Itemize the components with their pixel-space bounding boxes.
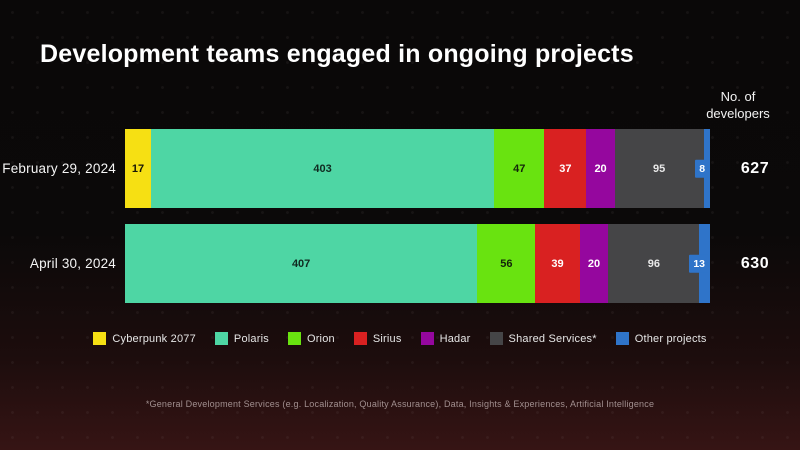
bar-segment: 96 <box>608 224 700 303</box>
bar-rows: February 29, 2024 17 403 47 37 20 95 8 627 April … <box>0 129 800 319</box>
bar-segment: 403 <box>150 129 495 208</box>
legend-swatch <box>93 332 107 345</box>
segment-value-label: 8 <box>695 159 710 178</box>
segment-value-label: 56 <box>500 257 513 270</box>
bar-segment: 39 <box>535 224 580 303</box>
row-label: April 30, 2024 <box>29 256 116 271</box>
legend-label: Cyberpunk 2077 <box>112 332 196 345</box>
bar-segment: 17 <box>125 129 151 208</box>
bar-row: April 30, 2024 407 56 39 20 96 13 630 <box>0 224 800 303</box>
bar-segment: 407 <box>125 224 478 303</box>
row-label: February 29, 2024 <box>2 161 116 176</box>
stacked-bar: 407 56 39 20 96 13 <box>125 224 710 303</box>
segment-value-label: 407 <box>291 257 311 270</box>
segment-value-label: 37 <box>559 162 572 175</box>
bar-segment: 8 <box>695 129 711 208</box>
bar-segment: 13 <box>689 224 710 303</box>
segment-value-label: 403 <box>313 162 332 175</box>
legend-item: Polaris <box>214 332 269 345</box>
legend-swatch <box>615 332 629 345</box>
legend-label: Sirius <box>372 332 402 345</box>
segment-value-label: 17 <box>131 162 145 175</box>
legend-label: Other projects <box>634 332 707 345</box>
bar-segment: 37 <box>544 129 587 208</box>
axis-header-no-of-developers: No. of developers <box>706 89 770 121</box>
legend-label: Orion <box>306 332 335 345</box>
segment-value-label: 96 <box>647 257 660 270</box>
segment-value-label: 13 <box>689 254 709 273</box>
segment-value-label: 20 <box>587 257 601 270</box>
bar-segment: 47 <box>494 129 545 208</box>
stacked-bar: 17 403 47 37 20 95 8 <box>125 129 711 208</box>
row-total: 630 <box>740 254 770 272</box>
legend-swatch <box>420 332 434 345</box>
segment-value-label: 39 <box>551 257 564 270</box>
legend-item: Cyberpunk 2077 <box>93 332 196 345</box>
legend-item: Other projects <box>615 332 707 345</box>
legend-swatch <box>287 332 301 345</box>
footnote: *General Development Services (e.g. Loca… <box>145 399 655 409</box>
legend-swatch <box>353 332 367 345</box>
legend-label: Hadar <box>439 332 471 345</box>
legend-item: Sirius <box>353 332 402 345</box>
legend-item: Hadar <box>420 332 471 345</box>
segment-value-label: 47 <box>513 162 526 175</box>
bar-row: February 29, 2024 17 403 47 37 20 95 8 627 <box>0 129 800 208</box>
page-title: Development teams engaged in ongoing pro… <box>40 40 634 68</box>
segment-value-label: 20 <box>594 162 607 175</box>
bar-segment: 20 <box>586 129 615 208</box>
legend-item: Orion <box>287 332 335 345</box>
legend-label: Polaris <box>233 332 269 345</box>
row-total: 627 <box>740 159 770 177</box>
legend-swatch <box>489 332 503 345</box>
bar-segment: 95 <box>614 129 704 208</box>
bar-segment: 56 <box>477 224 536 303</box>
legend-item: Shared Services* <box>489 332 597 345</box>
segment-value-label: 95 <box>653 162 666 175</box>
legend: Cyberpunk 2077 Polaris Orion Sirius Hadar Sha… <box>0 332 800 345</box>
bar-segment: 20 <box>579 224 609 303</box>
legend-label: Shared Services* <box>508 332 597 345</box>
legend-swatch <box>214 332 228 345</box>
